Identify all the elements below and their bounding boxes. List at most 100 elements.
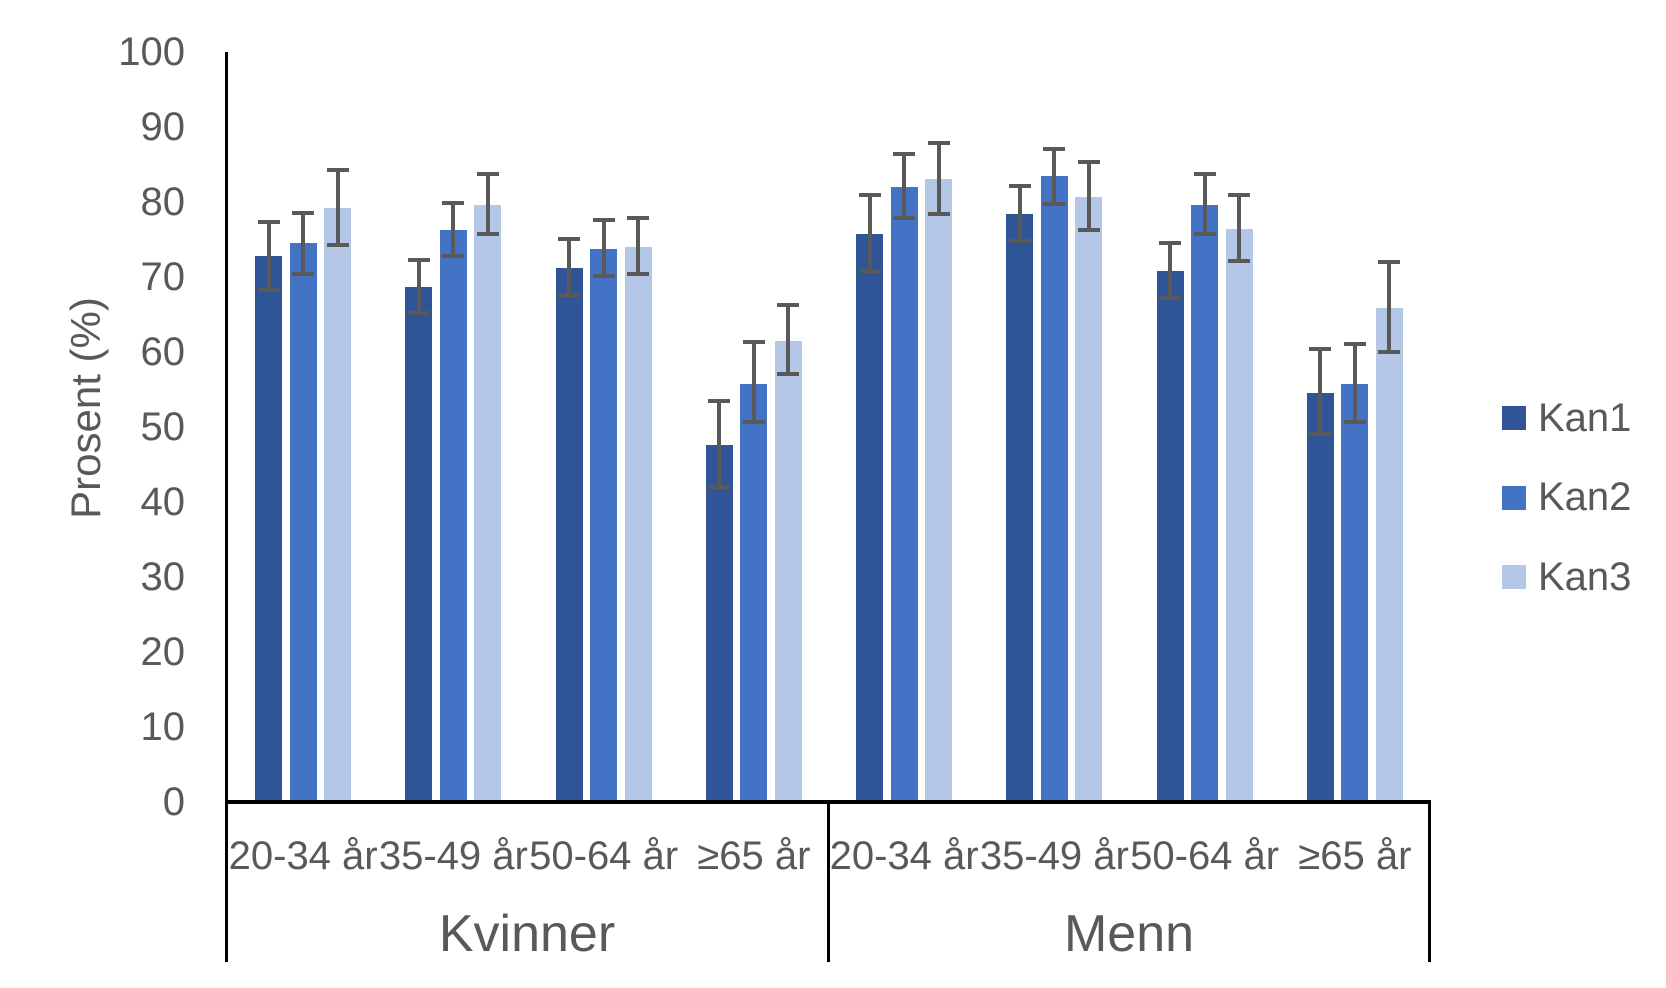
legend-swatch-kan1 <box>1502 406 1526 430</box>
bar-kan3-menn--65-år <box>1375 307 1403 802</box>
error-bar-kan3-kvinner-20-34-år <box>335 168 340 247</box>
bar-kan3-menn-50-64-år <box>1225 229 1253 802</box>
x-category-label-kvinner-35-49-år: 35-49 år <box>378 834 528 878</box>
axis-end-line <box>1428 804 1431 962</box>
error-bar-kan2-kvinner-20-34-år <box>301 211 306 276</box>
error-cap-bottom-kan2-menn--65-år <box>1343 420 1366 424</box>
legend-swatch-kan3 <box>1502 565 1526 589</box>
error-cap-top-kan1-menn--65-år <box>1309 346 1332 351</box>
error-bar-kan1-kvinner-35-49-år <box>416 258 421 316</box>
bar-kan3-menn-20-34-år <box>925 178 953 802</box>
group-label-kvinner: Kvinner <box>438 905 616 963</box>
y-tick-label-10: 10 <box>140 705 186 749</box>
x-category-label-menn-20-34-år: 20-34 år <box>829 834 979 878</box>
error-bar-kan1-kvinner-20-34-år <box>266 220 271 292</box>
x-category-label-kvinner-50-64-år: 50-64 år <box>529 834 679 878</box>
bar-kan2-kvinner-35-49-år <box>439 229 467 802</box>
error-cap-top-kan2-menn-20-34-år <box>893 151 916 156</box>
error-cap-bottom-kan1-menn-50-64-år <box>1159 296 1182 301</box>
y-tick-label-60: 60 <box>140 330 186 374</box>
error-cap-top-kan1-menn-20-34-år <box>858 193 881 197</box>
error-bar-kan2-menn-35-49-år <box>1052 146 1057 206</box>
error-bar-kan1-menn--65-år <box>1318 346 1323 436</box>
error-bar-kan3-menn--65-år <box>1387 259 1392 355</box>
error-cap-bottom-kan3-menn-50-64-år <box>1228 258 1251 263</box>
group-label-menn: Menn <box>1063 905 1195 963</box>
error-cap-bottom-kan1-kvinner-35-49-år <box>407 311 430 316</box>
bar-kan2-kvinner-20-34-år <box>289 242 317 802</box>
x-category-label-menn-50-64-år: 50-64 år <box>1130 834 1280 878</box>
error-cap-bottom-kan3-kvinner-20-34-år <box>326 243 349 247</box>
error-cap-top-kan1-menn-35-49-år <box>1008 184 1031 188</box>
error-bar-kan3-menn-50-64-år <box>1237 193 1242 263</box>
bar-kan1-kvinner-50-64-år <box>555 268 583 802</box>
error-bar-kan2-menn-20-34-år <box>902 151 907 220</box>
bar-kan1-menn-20-34-år <box>856 234 884 802</box>
error-bar-kan1-menn-20-34-år <box>867 193 872 274</box>
x-category-label-menn-35-49-år: 35-49 år <box>979 834 1129 878</box>
error-cap-bottom-kan2-kvinner-20-34-år <box>292 271 315 276</box>
error-bar-kan2-menn-50-64-år <box>1202 172 1207 236</box>
error-cap-bottom-kan2-menn-20-34-år <box>893 216 916 220</box>
error-cap-bottom-kan2-kvinner-35-49-år <box>442 254 465 259</box>
error-cap-bottom-kan2-kvinner-50-64-år <box>592 273 615 278</box>
error-bar-kan3-kvinner-35-49-år <box>485 172 490 236</box>
error-cap-top-kan2-menn-35-49-år <box>1043 146 1066 151</box>
error-cap-bottom-kan1-kvinner-20-34-år <box>257 288 280 292</box>
error-bar-kan2-menn--65-år <box>1352 341 1357 424</box>
error-cap-bottom-kan1-kvinner--65-år <box>708 484 731 489</box>
y-tick-label-30: 30 <box>140 555 186 599</box>
plot-area <box>228 52 1430 802</box>
error-bar-kan3-kvinner--65-år <box>786 303 791 376</box>
y-tick-label-0: 0 <box>162 780 185 824</box>
error-cap-top-kan3-kvinner-20-34-år <box>326 168 349 173</box>
x-axis-line <box>225 800 1431 804</box>
bar-kan1-menn--65-år <box>1306 392 1334 802</box>
error-cap-bottom-kan3-menn-20-34-år <box>927 212 950 217</box>
error-bar-kan1-kvinner--65-år <box>717 399 722 489</box>
legend-label-kan3: Kan3 <box>1538 554 1632 599</box>
bar-kan3-kvinner-20-34-år <box>324 208 352 802</box>
error-cap-top-kan2-menn--65-år <box>1343 341 1366 346</box>
error-cap-bottom-kan3-kvinner-35-49-år <box>476 231 499 236</box>
error-cap-top-kan1-kvinner-50-64-år <box>558 236 581 241</box>
error-cap-top-kan3-kvinner--65-år <box>777 303 800 308</box>
error-cap-top-kan2-kvinner-50-64-år <box>592 217 615 222</box>
group-divider-line <box>827 804 830 962</box>
legend-item-kan1: Kan1 <box>1502 395 1631 441</box>
legend-swatch-kan2 <box>1502 485 1526 510</box>
bar-kan2-menn-50-64-år <box>1191 205 1219 802</box>
y-tick-label-90: 90 <box>140 105 186 149</box>
x-category-label-menn--65-år: ≥65 år <box>1298 834 1412 878</box>
error-bar-kan2-kvinner-35-49-år <box>451 200 456 259</box>
bar-kan1-kvinner-20-34-år <box>255 256 283 802</box>
error-cap-bottom-kan1-menn-35-49-år <box>1008 238 1031 243</box>
error-bar-kan3-menn-35-49-år <box>1086 160 1091 232</box>
error-cap-bottom-kan3-menn-35-49-år <box>1077 228 1100 232</box>
error-cap-bottom-kan2-menn-50-64-år <box>1193 231 1216 236</box>
error-cap-top-kan3-kvinner-50-64-år <box>627 216 650 221</box>
error-bar-kan1-menn-50-64-år <box>1168 241 1173 301</box>
legend-label-kan1: Kan1 <box>1538 395 1632 440</box>
legend-item-kan2: Kan2 <box>1502 475 1631 521</box>
error-bar-kan1-kvinner-50-64-år <box>567 236 572 298</box>
bar-kan1-menn-50-64-år <box>1156 271 1184 802</box>
bar-kan1-kvinner-35-49-år <box>405 286 433 802</box>
bar-kan3-kvinner-35-49-år <box>474 205 502 802</box>
y-tick-label-20: 20 <box>140 630 186 674</box>
error-bar-kan3-kvinner-50-64-år <box>636 216 641 276</box>
bar-kan3-kvinner-50-64-år <box>624 247 652 802</box>
error-cap-top-kan2-kvinner--65-år <box>742 340 765 344</box>
y-tick-label-70: 70 <box>140 255 186 299</box>
error-bar-kan3-menn-20-34-år <box>936 140 941 217</box>
x-category-label-kvinner--65-år: ≥65 år <box>697 834 811 878</box>
error-cap-top-kan1-kvinner--65-år <box>708 399 731 404</box>
error-cap-top-kan3-menn-20-34-år <box>927 140 950 145</box>
bar-kan2-kvinner-50-64-år <box>590 249 618 802</box>
bar-kan2-menn--65-år <box>1341 384 1369 802</box>
error-cap-top-kan2-kvinner-20-34-år <box>292 211 315 215</box>
legend-item-kan3: Kan3 <box>1502 554 1631 600</box>
error-cap-top-kan3-kvinner-35-49-år <box>476 172 499 176</box>
error-bar-kan2-kvinner--65-år <box>751 340 756 424</box>
error-cap-bottom-kan1-kvinner-50-64-år <box>558 293 581 298</box>
